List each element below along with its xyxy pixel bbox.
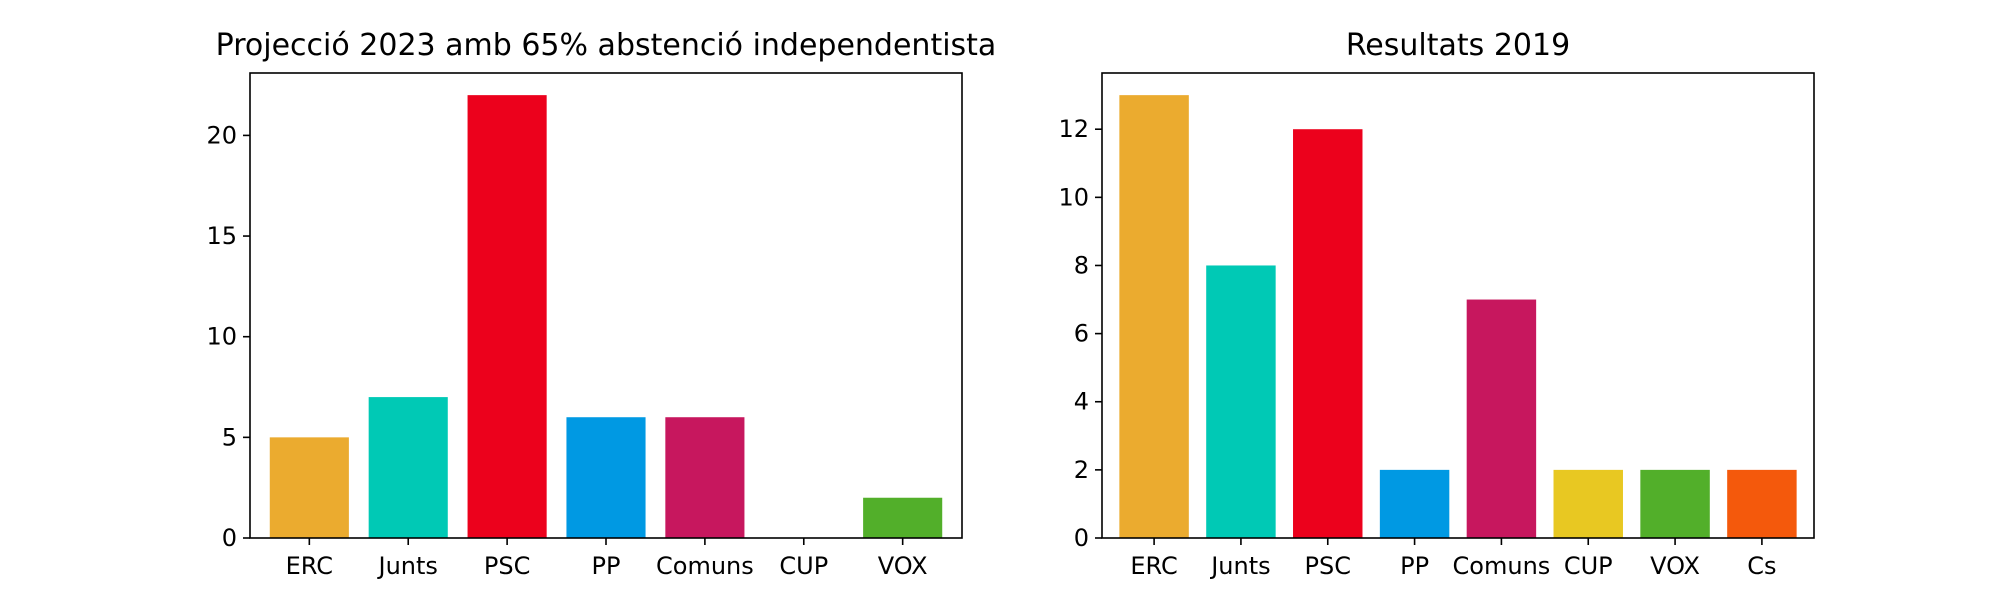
bar-vox [863, 497, 943, 538]
bar-comuns [1466, 299, 1537, 538]
bar-cs [1727, 469, 1797, 538]
x-tick-label: Comuns [1453, 552, 1551, 580]
bar-cup [1553, 469, 1623, 538]
x-tick-label: Comuns [656, 552, 754, 580]
x-axis: ERC Junts PSC PP Comuns CUP VOX [286, 538, 928, 580]
chart-title: Projecció 2023 amb 65% abstenció indepen… [216, 28, 997, 63]
x-tick-label: ERC [286, 552, 333, 580]
bar-group [269, 95, 943, 539]
x-tick-label: PSC [484, 552, 530, 580]
y-axis: 0 2 4 6 8 10 12 [1058, 115, 1102, 552]
x-tick-label: PP [1400, 552, 1429, 580]
x-tick-label: CUP [1564, 552, 1613, 580]
y-tick-label: 12 [1058, 115, 1089, 143]
y-tick-label: 0 [1074, 524, 1089, 552]
chart-projection-2023: Projecció 2023 amb 65% abstenció indepen… [206, 28, 996, 580]
x-tick-label: Junts [1209, 552, 1270, 580]
x-tick-label: PP [592, 552, 621, 580]
y-tick-label: 20 [206, 121, 237, 149]
y-tick-label: 10 [206, 323, 237, 351]
y-tick-label: 2 [1074, 456, 1089, 484]
bar-erc [269, 437, 349, 538]
y-tick-label: 4 [1074, 388, 1089, 416]
y-tick-label: 10 [1058, 183, 1089, 211]
x-tick-label: Junts [377, 552, 438, 580]
bar-psc [1293, 129, 1363, 538]
y-tick-label: 15 [206, 222, 237, 250]
bar-vox [1640, 469, 1710, 538]
chart-results-2019: Resultats 2019 0 2 4 6 8 10 12 ERC Junts PSC PP Co… [1058, 28, 1815, 580]
y-axis: 0 5 10 15 20 [206, 121, 250, 552]
x-tick-label: VOX [1650, 552, 1700, 580]
x-tick-label: Cs [1747, 552, 1776, 580]
x-axis: ERC Junts PSC PP Comuns CUP VOX Cs [1130, 538, 1777, 580]
y-tick-label: 0 [222, 524, 237, 552]
x-tick-label: CUP [779, 552, 828, 580]
bar-pp [566, 417, 646, 538]
x-tick-label: VOX [878, 552, 928, 580]
axes-frame [1101, 72, 1815, 539]
bar-comuns [665, 417, 745, 538]
chart-title: Resultats 2019 [1346, 28, 1570, 63]
x-tick-label: ERC [1130, 552, 1177, 580]
bar-junts [1206, 265, 1276, 538]
y-tick-label: 8 [1074, 251, 1089, 279]
bar-junts [368, 397, 448, 538]
bar-psc [467, 95, 547, 539]
bar-erc [1119, 95, 1189, 539]
bar-group [1119, 95, 1797, 539]
y-tick-label: 6 [1074, 320, 1089, 348]
x-tick-label: PSC [1305, 552, 1351, 580]
y-tick-label: 5 [222, 423, 237, 451]
bar-pp [1379, 469, 1450, 538]
